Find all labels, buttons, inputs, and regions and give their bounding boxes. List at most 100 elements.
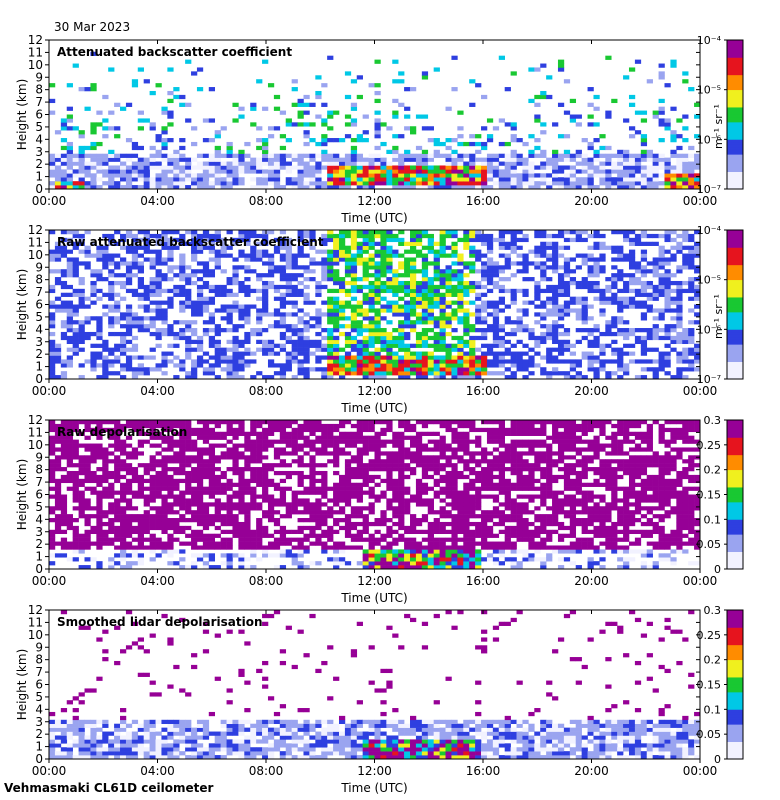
heatmap-cell	[66, 447, 73, 452]
heatmap-cell	[108, 427, 115, 433]
heatmap-cell	[202, 431, 210, 436]
heatmap-cell	[676, 145, 683, 151]
heatmap-cell	[285, 312, 292, 317]
heatmap-cell	[368, 233, 375, 239]
heatmap-cell	[333, 339, 340, 345]
heatmap-cell	[356, 253, 363, 258]
y-tick-label: 5	[35, 310, 43, 324]
heatmap-cell	[196, 359, 204, 364]
heatmap-cell	[279, 335, 287, 341]
heatmap-cell	[469, 153, 476, 158]
heatmap-cell	[173, 482, 180, 487]
heatmap-cell	[214, 134, 221, 139]
heatmap-cell	[410, 185, 417, 190]
heatmap-cell	[114, 447, 121, 452]
colorbar-cell	[727, 331, 743, 335]
heatmap-cell	[49, 506, 56, 511]
heatmap-cell	[256, 233, 263, 239]
heatmap-cell	[552, 347, 559, 352]
heatmap-cell	[563, 261, 571, 266]
heatmap-cell	[552, 284, 559, 290]
heatmap-cell	[155, 494, 162, 499]
heatmap-cell	[421, 359, 429, 364]
heatmap-cell	[196, 431, 204, 436]
heatmap-cell	[238, 284, 245, 290]
heatmap-cell	[78, 459, 85, 464]
heatmap-cell	[191, 510, 198, 515]
heatmap-cell	[143, 498, 150, 503]
heatmap-cell	[137, 265, 144, 270]
heatmap-cell	[96, 169, 103, 174]
heatmap-cell	[60, 423, 68, 429]
heatmap-cell	[279, 343, 287, 348]
heatmap-cell	[628, 241, 636, 246]
heatmap-cell	[581, 161, 588, 166]
colorbar-frame	[726, 39, 744, 190]
heatmap-cell	[664, 165, 671, 170]
heatmap-cell	[338, 181, 346, 186]
heatmap-cell	[481, 371, 488, 376]
heatmap-cell	[196, 529, 204, 535]
heatmap-cell	[593, 233, 600, 239]
heatmap-cell	[404, 241, 411, 246]
heatmap-cell	[244, 463, 251, 468]
heatmap-cell	[149, 431, 156, 436]
heatmap-cell	[173, 292, 180, 297]
heatmap-cell	[404, 324, 411, 329]
heatmap-cell	[262, 149, 269, 155]
heatmap-cell	[368, 343, 375, 348]
heatmap-cell	[415, 185, 423, 190]
heatmap-cell	[214, 478, 221, 484]
heatmap-cell	[368, 351, 375, 356]
heatmap-cell	[617, 273, 624, 278]
heatmap-cell	[49, 300, 56, 305]
heatmap-cell	[534, 181, 541, 186]
heatmap-cell	[285, 284, 292, 290]
heatmap-cell	[214, 459, 221, 464]
heatmap-cell	[664, 351, 671, 356]
heatmap-cell	[167, 343, 174, 348]
heatmap-cell	[327, 237, 334, 243]
heatmap-cell	[569, 343, 577, 348]
heatmap-cell	[421, 288, 429, 294]
heatmap-cell	[196, 177, 204, 182]
heatmap-cell	[137, 261, 144, 266]
heatmap-cell	[540, 331, 547, 337]
heatmap-cell	[688, 308, 695, 313]
heatmap-cell	[475, 363, 482, 368]
heatmap-cell	[279, 296, 287, 301]
heatmap-cell	[374, 351, 381, 356]
heatmap-cell	[321, 257, 328, 262]
heatmap-cell	[611, 316, 618, 321]
heatmap-cell	[72, 153, 79, 158]
heatmap-cell	[682, 253, 689, 258]
heatmap-cell	[49, 331, 56, 337]
heatmap-cell	[386, 331, 393, 337]
heatmap-cell	[617, 328, 624, 333]
heatmap-cell	[131, 545, 139, 550]
heatmap-cell	[581, 280, 588, 286]
heatmap-cell	[60, 498, 68, 503]
heatmap-cell	[102, 533, 109, 538]
heatmap-cell	[96, 153, 103, 158]
heatmap-cell	[72, 498, 79, 503]
heatmap-cell	[463, 153, 470, 158]
heatmap-cell	[617, 245, 624, 250]
heatmap-cell	[410, 241, 417, 246]
heatmap-cell	[350, 181, 358, 186]
heatmap-cell	[179, 288, 186, 294]
heatmap-cell	[475, 347, 482, 352]
heatmap-cell	[398, 181, 405, 186]
heatmap-cell	[374, 177, 381, 182]
heatmap-cell	[202, 237, 210, 243]
heatmap-cell	[131, 549, 139, 554]
heatmap-cell	[327, 367, 334, 372]
heatmap-cell	[445, 351, 452, 356]
heatmap-cell	[356, 324, 363, 329]
heatmap-cell	[191, 185, 198, 190]
heatmap-cell	[445, 359, 452, 364]
heatmap-cell	[214, 149, 221, 155]
heatmap-cell	[415, 177, 423, 182]
heatmap-cell	[510, 153, 517, 158]
heatmap-cell	[368, 304, 375, 309]
